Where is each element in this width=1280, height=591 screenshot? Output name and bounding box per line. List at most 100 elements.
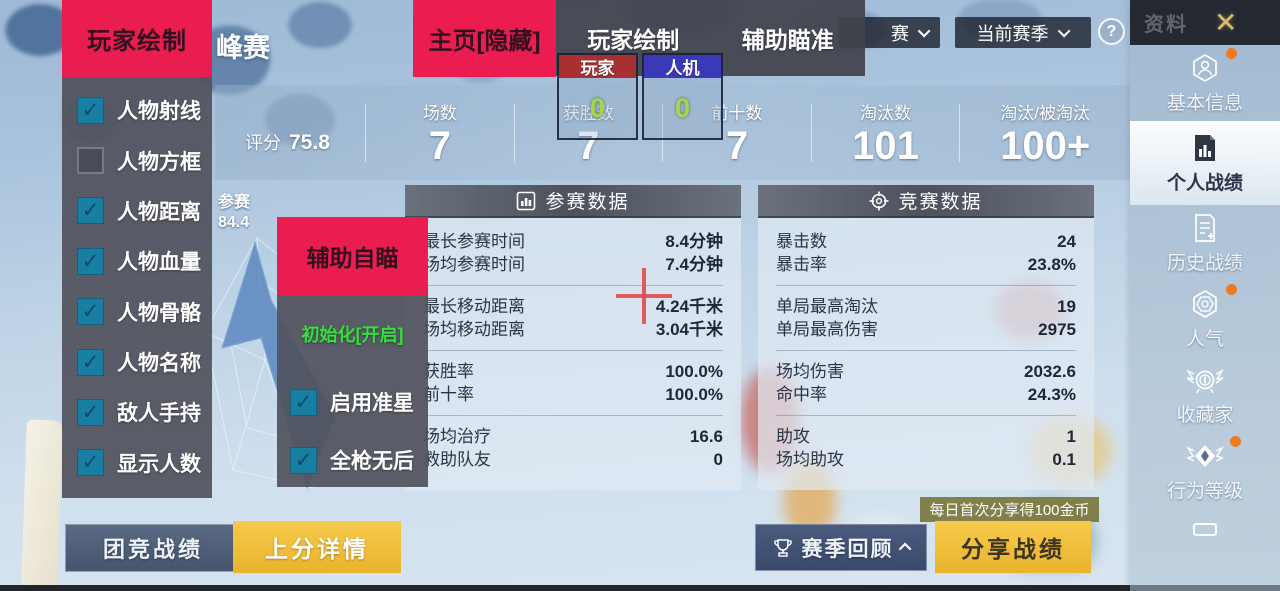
profile-sidebar: 资料 ✕ 基本信息 个人战绩 bbox=[1130, 0, 1280, 591]
cheat-counter-bots: 人机 0 bbox=[642, 53, 723, 140]
cheat-option-esp-lines[interactable]: 人物射线 bbox=[62, 95, 212, 125]
stat-row: 场均参赛时间 7.4分钟 bbox=[423, 255, 723, 274]
stat-row: 单局最高淘汰 19 bbox=[776, 297, 1076, 316]
sidebar-item-basic-info[interactable]: 基本信息 bbox=[1130, 45, 1280, 121]
cheat-option-no-recoil[interactable]: 全枪无后 bbox=[277, 445, 428, 475]
history-doc-icon bbox=[1195, 214, 1215, 242]
cheat-option-esp-health[interactable]: 人物血量 bbox=[62, 246, 212, 276]
divider bbox=[423, 285, 723, 286]
share-stats-button[interactable]: 分享战绩 bbox=[935, 521, 1091, 573]
sidebar-item-personal-stats[interactable]: 个人战绩 bbox=[1130, 121, 1280, 205]
sidebar-title: 资料 bbox=[1144, 14, 1188, 36]
checkbox-checked-icon[interactable] bbox=[77, 96, 104, 124]
cheat-draw-panel-title[interactable]: 玩家绘制 bbox=[62, 0, 212, 77]
notification-dot bbox=[1230, 436, 1241, 447]
participation-panel-header: 参赛数据 bbox=[405, 185, 741, 218]
mode-filter-label: 赛 bbox=[891, 23, 909, 44]
cheat-counter-players-value: 0 bbox=[559, 78, 636, 138]
cheat-option-player-count[interactable]: 显示人数 bbox=[62, 448, 212, 478]
cheat-aim-panel-title[interactable]: 辅助自瞄 bbox=[277, 217, 428, 295]
season-filter-dropdown[interactable]: 当前赛季 bbox=[955, 17, 1091, 48]
team-stats-button[interactable]: 团竞战绩 bbox=[65, 524, 241, 572]
checkbox-checked-icon[interactable] bbox=[77, 298, 104, 326]
divider bbox=[423, 350, 723, 351]
checkbox-checked-icon[interactable] bbox=[290, 446, 317, 474]
stat-row: 最长参赛时间 8.4分钟 bbox=[423, 232, 723, 251]
help-icon[interactable]: ? bbox=[1098, 18, 1125, 45]
checkbox-checked-icon[interactable] bbox=[77, 348, 104, 376]
cheat-counter-bots-label[interactable]: 人机 bbox=[644, 55, 721, 78]
chevron-down-icon bbox=[1057, 24, 1070, 38]
competition-panel-title: 竞赛数据 bbox=[898, 192, 983, 213]
stat-row: 暴击数 24 bbox=[776, 232, 1076, 251]
bottom-edge bbox=[0, 585, 1280, 591]
checkbox-checked-icon[interactable] bbox=[290, 388, 317, 416]
score-value: 75.8 bbox=[289, 130, 330, 154]
checkbox-checked-icon[interactable] bbox=[77, 247, 104, 275]
cheat-option-enemy-weapon[interactable]: 敌人手持 bbox=[62, 397, 212, 427]
cheat-counter-players-label[interactable]: 玩家 bbox=[559, 55, 636, 78]
score: 评分 75.8 bbox=[215, 129, 365, 155]
divider bbox=[513, 103, 515, 162]
bar-chart-icon bbox=[517, 191, 536, 210]
divider bbox=[423, 415, 723, 416]
page-title: 峰赛 bbox=[216, 33, 270, 63]
cheat-draw-panel: 玩家绘制 人物射线 人物方框 人物距离 人物血量 人物骨骼 人物名称 敌人手 bbox=[62, 0, 212, 498]
stat-row: 暴击率 23.8% bbox=[776, 255, 1076, 274]
season-filter-label: 当前赛季 bbox=[976, 23, 1049, 44]
checkbox-checked-icon[interactable] bbox=[77, 449, 104, 477]
stat-row: 单局最高伤害 2975 bbox=[776, 320, 1076, 339]
sidebar-item-conduct-level[interactable]: 行为等级 bbox=[1130, 433, 1280, 509]
stat-row: 场均治疗 16.6 bbox=[423, 427, 723, 446]
sidebar-item-collector[interactable]: 收藏家 bbox=[1130, 357, 1280, 433]
close-icon[interactable]: ✕ bbox=[1214, 6, 1238, 38]
checkbox-checked-icon[interactable] bbox=[77, 197, 104, 225]
conduct-badge-icon bbox=[1186, 445, 1224, 467]
checkbox-unchecked-icon[interactable] bbox=[77, 147, 104, 175]
sidebar-item-history-stats[interactable]: 历史战绩 bbox=[1130, 205, 1280, 281]
cheat-option-enable-crosshair[interactable]: 启用准星 bbox=[277, 387, 428, 417]
chevron-down-icon bbox=[917, 24, 931, 38]
stat-row: 助攻 1 bbox=[776, 427, 1076, 446]
divider bbox=[810, 103, 812, 162]
cheat-home-hide-button[interactable]: 主页[隐藏] bbox=[413, 0, 556, 77]
summary-stats-band: 评分 75.8 场数 7 获胜数 7 前十数 7 淘汰数 101 淘汰/被淘汰 … bbox=[215, 85, 1130, 180]
stat-row: 前十率 100.0% bbox=[423, 385, 723, 404]
sidebar-item-popularity[interactable]: 人气 bbox=[1130, 281, 1280, 357]
cheat-option-esp-name[interactable]: 人物名称 bbox=[62, 347, 212, 377]
competition-data-panel: 竞赛数据 暴击数 24 暴击率 23.8% 单局最高淘汰 19 单局最高伤害 2975 … bbox=[758, 185, 1094, 490]
cheat-aim-panel: 辅助自瞄 初始化[开启] 启用准星 全枪无后 bbox=[277, 217, 428, 487]
notification-dot bbox=[1226, 284, 1237, 295]
score-label: 评分 bbox=[245, 132, 281, 153]
stat-row: 场均伤害 2032.6 bbox=[776, 362, 1076, 381]
divider bbox=[959, 103, 961, 162]
trophy-icon bbox=[773, 538, 792, 557]
cheat-option-esp-box[interactable]: 人物方框 bbox=[62, 146, 212, 176]
season-review-button[interactable]: 赛季回顾 bbox=[755, 524, 927, 571]
participation-data-panel: 参赛数据 最长参赛时间 8.4分钟 场均参赛时间 7.4分钟 最长移动距离 4.24千… bbox=[405, 185, 741, 490]
cheat-aim-init-status[interactable]: 初始化[开启] bbox=[301, 325, 404, 345]
cheat-aim-panel-body: 初始化[开启] 启用准星 全枪无后 bbox=[277, 295, 428, 487]
stat-wins: 获胜数 7 bbox=[562, 104, 614, 168]
divider bbox=[662, 103, 664, 162]
stat-kd: 淘汰/被淘汰 100+ bbox=[1000, 104, 1091, 168]
divider bbox=[365, 103, 366, 162]
popularity-icon bbox=[1193, 290, 1217, 318]
card-icon[interactable] bbox=[1193, 523, 1217, 536]
cheat-tab-draw[interactable]: 玩家绘制 bbox=[587, 27, 680, 53]
notification-dot bbox=[1226, 48, 1237, 59]
cheat-counter-bots-value: 0 bbox=[644, 78, 721, 138]
cheat-draw-panel-body: 人物射线 人物方框 人物距离 人物血量 人物骨骼 人物名称 敌人手持 显示人数 bbox=[62, 77, 212, 498]
stat-row: 场均移动距离 3.04千米 bbox=[423, 320, 723, 339]
chevron-up-icon bbox=[898, 542, 911, 556]
cheat-tab-aim[interactable]: 辅助瞄准 bbox=[741, 27, 834, 53]
checkbox-checked-icon[interactable] bbox=[77, 398, 104, 426]
cheat-option-esp-distance[interactable]: 人物距离 bbox=[62, 196, 212, 226]
cheat-option-esp-skeleton[interactable]: 人物骨骼 bbox=[62, 297, 212, 327]
competition-panel-body: 暴击数 24 暴击率 23.8% 单局最高淘汰 19 单局最高伤害 2975 场均伤害 2… bbox=[758, 218, 1094, 490]
rank-details-button[interactable]: 上分详情 bbox=[233, 521, 401, 573]
cheat-counter-players: 玩家 0 bbox=[557, 53, 638, 140]
participation-panel-body: 最长参赛时间 8.4分钟 场均参赛时间 7.4分钟 最长移动距离 4.24千米 场均移… bbox=[405, 218, 741, 490]
profile-hex-icon bbox=[1193, 54, 1217, 82]
background-flag bbox=[21, 419, 63, 589]
